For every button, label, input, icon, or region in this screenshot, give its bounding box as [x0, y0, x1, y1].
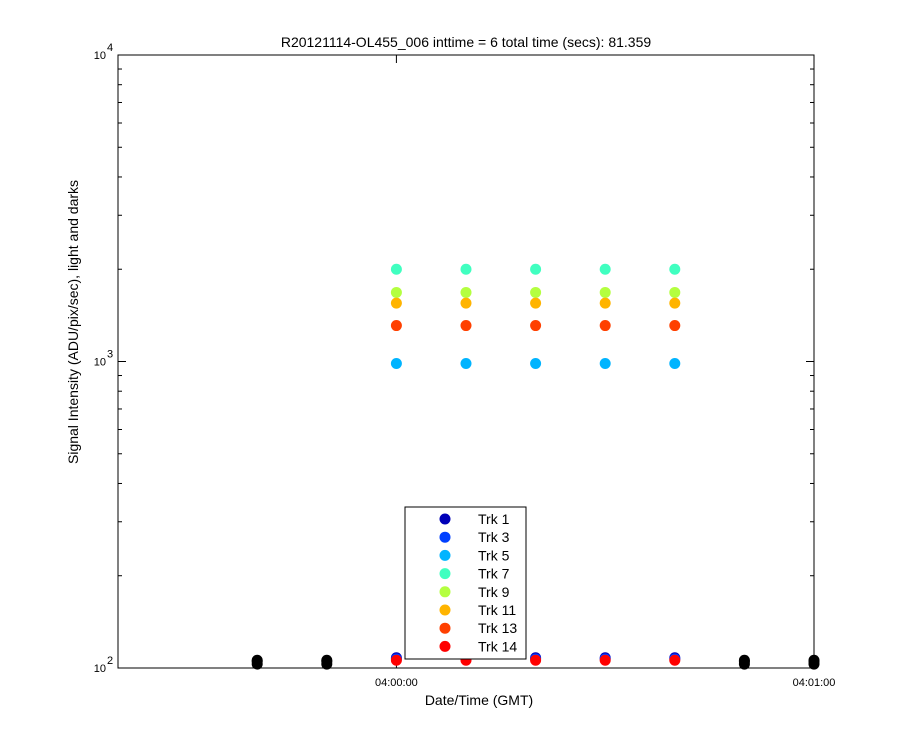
y-axis-title: Signal Intensity (ADU/pix/sec), light an… [65, 180, 81, 464]
x-tick-label: 04:01:00 [793, 677, 836, 689]
legend-label: Trk 9 [478, 584, 510, 600]
y-tick-label: 10 [94, 357, 106, 369]
data-point [390, 263, 402, 275]
data-point [599, 263, 611, 275]
legend-marker [439, 604, 451, 616]
data-point [530, 358, 542, 370]
dark-point [738, 654, 750, 666]
data-points [390, 263, 681, 666]
data-point [460, 320, 472, 332]
legend-label: Trk 1 [478, 511, 510, 527]
legend-marker [439, 586, 451, 598]
y-tick-exponent: 2 [107, 655, 113, 667]
legend-label: Trk 7 [478, 566, 510, 582]
chart-title: R20121114-OL455_006 inttime = 6 total ti… [281, 34, 652, 50]
legend: Trk 1 Trk 3 Trk 5 Trk 7 Trk 9 Trk 11 Trk 13 Trk… [404, 506, 527, 660]
data-point [599, 358, 611, 370]
legend-marker [439, 513, 451, 525]
data-point [460, 358, 472, 370]
data-point [669, 286, 681, 298]
legend-box [404, 506, 527, 660]
data-point [599, 286, 611, 298]
legend-marker [439, 622, 451, 634]
y-tick-exponent: 3 [107, 349, 113, 361]
data-point [669, 297, 681, 309]
dark-points [251, 654, 820, 670]
data-point [530, 263, 542, 275]
x-axis-ticks: 04:00:00 04:01:00 [375, 55, 835, 689]
data-point [460, 263, 472, 275]
data-point [530, 320, 542, 332]
data-point [460, 297, 472, 309]
data-point [669, 654, 681, 666]
legend-marker [439, 531, 451, 543]
legend-items: Trk 1 Trk 3 Trk 5 Trk 7 Trk 9 Trk 11 Trk 13 Trk… [439, 511, 517, 654]
data-point [530, 286, 542, 298]
data-point [530, 297, 542, 309]
data-point [530, 654, 542, 666]
data-point [599, 297, 611, 309]
y-minor-ticks [118, 68, 814, 577]
y-tick-exponent: 4 [107, 42, 113, 54]
data-point [390, 654, 402, 666]
legend-marker [439, 640, 451, 652]
data-point [390, 358, 402, 370]
dark-point [251, 654, 263, 666]
x-tick-label: 04:00:00 [375, 677, 418, 689]
legend-marker [439, 568, 451, 580]
legend-label: Trk 5 [478, 547, 510, 563]
data-point [390, 297, 402, 309]
legend-label: Trk 11 [478, 602, 516, 618]
data-point [390, 286, 402, 298]
legend-label: Trk 14 [478, 638, 517, 654]
y-tick-label: 10 [94, 663, 106, 675]
data-point [669, 263, 681, 275]
data-point [390, 320, 402, 332]
legend-marker [439, 549, 451, 561]
legend-label: Trk 3 [478, 529, 510, 545]
data-point [669, 320, 681, 332]
y-tick-label: 10 [94, 50, 106, 62]
dark-point [808, 654, 820, 666]
data-point [669, 358, 681, 370]
legend-label: Trk 13 [478, 620, 517, 636]
x-axis-title: Date/Time (GMT) [425, 692, 533, 708]
data-point [460, 286, 472, 298]
data-point [599, 654, 611, 666]
dark-point [321, 654, 333, 666]
data-point [599, 320, 611, 332]
